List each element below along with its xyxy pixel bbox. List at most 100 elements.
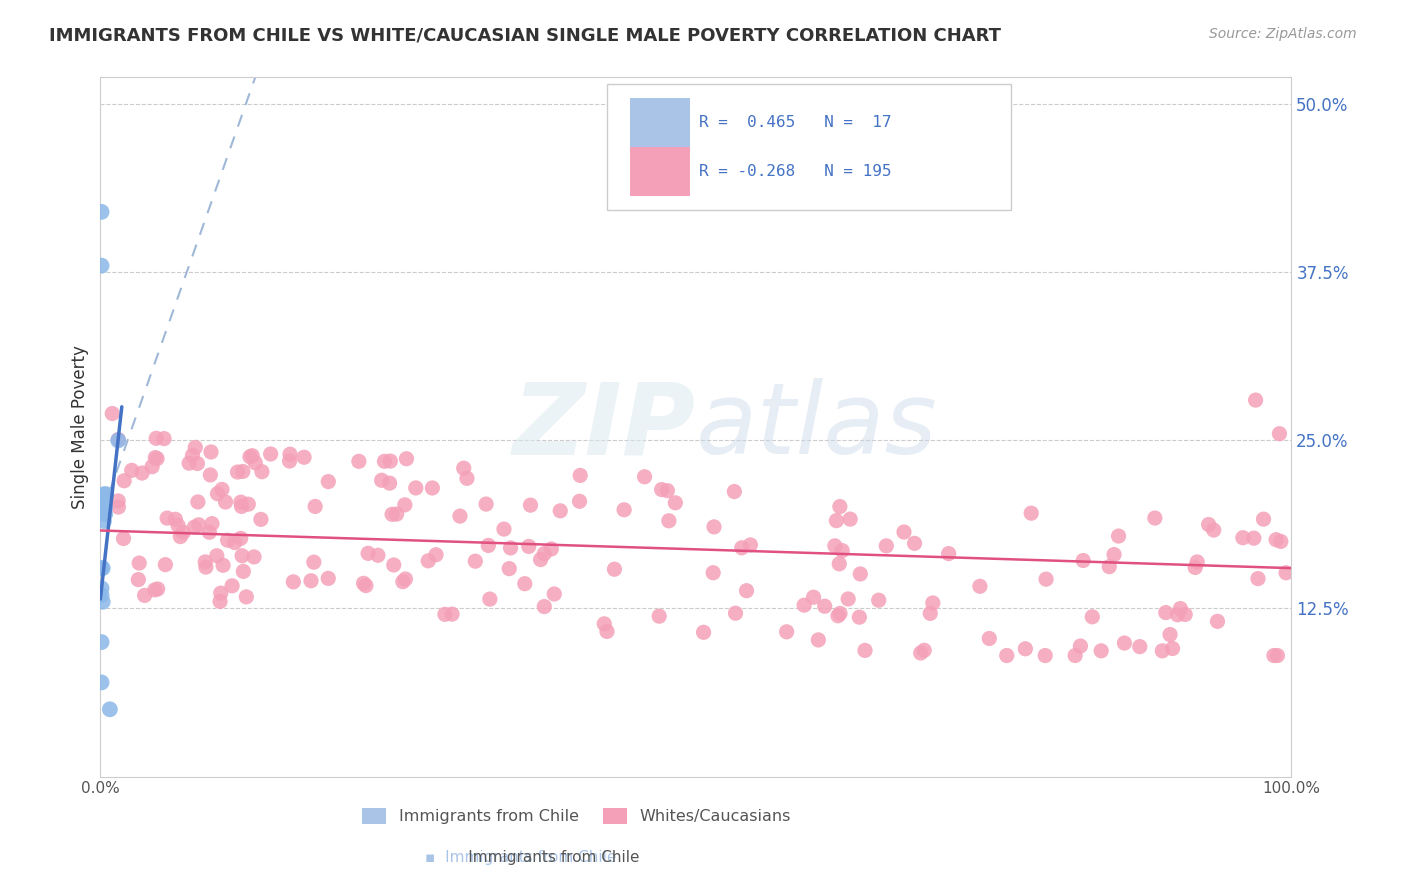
Point [1202,523,1225,537]
Point [240,449,263,463]
Point [1152,644,1174,658]
Point [395,451,418,466]
Point [156,511,179,525]
Point [1114,636,1136,650]
Point [1069,639,1091,653]
Point [155,558,177,572]
Point [827,608,849,623]
Point [112,532,135,546]
Point [143,450,166,465]
Point [1243,531,1265,545]
Point [302,555,325,569]
Point [828,500,851,514]
Point [370,473,392,487]
Point [167,518,190,533]
Point [184,441,207,455]
Point [969,579,991,593]
Point [283,574,305,589]
Point [181,449,204,463]
Point [353,576,375,591]
Point [633,470,655,484]
Point [519,498,541,512]
Point [478,592,501,607]
Point [477,538,499,552]
Point [107,434,129,448]
Point [357,546,380,560]
Point [453,461,475,475]
Point [529,552,551,566]
Point [172,525,194,540]
Point [292,450,315,465]
Point [394,498,416,512]
Point [112,474,135,488]
Point [492,522,515,536]
Point [1090,644,1112,658]
Point [731,541,754,555]
Point [107,494,129,508]
Point [803,591,825,605]
Point [657,483,679,498]
Point [146,582,169,596]
Point [90,561,112,575]
Point [217,533,239,548]
Point [224,535,246,549]
Point [1159,627,1181,641]
Point [1108,529,1130,543]
Point [299,574,322,588]
Point [793,598,815,612]
Point [96,487,118,501]
Point [839,512,862,526]
Point [418,554,440,568]
Point [187,495,209,509]
Point [229,495,252,509]
Text: R = -0.268   N = 195: R = -0.268 N = 195 [699,164,891,179]
Point [1275,566,1298,580]
Text: ZIP: ZIP [513,378,696,475]
Point [143,582,166,597]
Point [938,547,960,561]
Point [814,599,837,614]
Point [603,562,626,576]
Point [200,445,222,459]
Point [131,466,153,480]
Point [1268,426,1291,441]
Point [93,487,115,501]
Point [238,497,260,511]
Text: ▪  Immigrants from Chile: ▪ Immigrants from Chile [425,850,616,865]
Point [385,507,408,521]
Point [540,541,562,556]
Point [141,459,163,474]
Point [1064,648,1087,663]
Text: atlas: atlas [696,378,938,475]
Point [1081,609,1104,624]
Point [187,517,209,532]
Point [235,590,257,604]
Point [449,509,471,524]
Point [169,530,191,544]
Point [921,596,943,610]
Point [1232,531,1254,545]
Point [121,463,143,477]
Point [1161,641,1184,656]
Point [875,539,897,553]
Text: Source: ZipAtlas.com: Source: ZipAtlas.com [1209,27,1357,41]
Point [1071,553,1094,567]
Point [1019,506,1042,520]
Point [1166,607,1188,622]
Point [828,557,851,571]
Point [198,525,221,540]
Point [211,483,233,497]
Point [91,561,114,575]
Point [134,589,156,603]
Point [91,595,114,609]
Point [831,543,853,558]
Point [1035,572,1057,586]
Point [94,508,117,522]
Point [824,539,846,553]
FancyBboxPatch shape [630,147,690,196]
Point [723,484,745,499]
Point [259,447,281,461]
Point [94,500,117,515]
Point [183,520,205,534]
Point [1102,548,1125,562]
